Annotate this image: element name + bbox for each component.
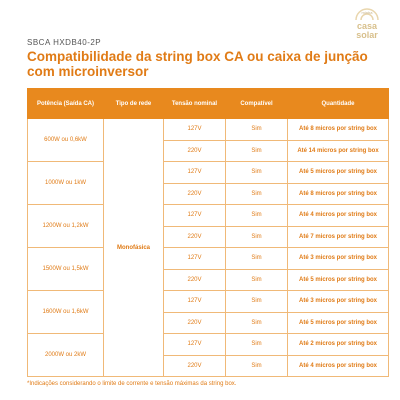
compatible-cell: Sim — [225, 311, 288, 334]
compatible-cell: Sim — [225, 118, 288, 141]
voltage-cell: 220V — [163, 354, 226, 377]
column-header: Tensão nominal — [163, 88, 226, 119]
table-row: 1500W ou 1,5kW 127V Sim Até 3 micros por st… — [27, 247, 389, 291]
logo-line2: solar — [356, 30, 378, 40]
quantity-cell: Até 4 micros por string box — [287, 354, 389, 377]
voltage-cell: 127V — [163, 118, 226, 141]
column-header: Potência (Saída CA) — [27, 88, 104, 119]
voltage-cell: 127V — [163, 333, 226, 356]
table-row: 2000W ou 2kW 127V Sim Até 2 micros por stri… — [27, 333, 389, 377]
power-cell: 1500W ou 1,5kW — [27, 247, 104, 291]
header-row: Potência (Saída CA) Tipo de rede Tensão no… — [27, 88, 389, 119]
quantity-cell: Até 4 micros por string box — [287, 204, 389, 227]
compatible-cell: Sim — [225, 225, 288, 248]
logo-small: minha — [362, 10, 374, 15]
quantity-cell: Até 7 micros por string box — [287, 225, 389, 248]
power-cell: 1000W ou 1kW — [27, 161, 104, 205]
table-row: 1200W ou 1,2kW 127V Sim Até 4 micros por st… — [27, 204, 389, 248]
voltage-cell: 220V — [163, 268, 226, 291]
compatible-cell: Sim — [225, 354, 288, 377]
title: Compatibilidade da string box CA ou caix… — [27, 49, 368, 79]
quantity-cell: Até 3 micros por string box — [287, 247, 389, 270]
quantity-cell: Até 8 micros por string box — [287, 182, 389, 205]
power-cell: 1200W ou 1,2kW — [27, 204, 104, 248]
voltage-cell: 127V — [163, 161, 226, 184]
compatible-cell: Sim — [225, 182, 288, 205]
table-row: 220V Sim Até 14 micros por string box — [28, 139, 389, 162]
voltage-cell: 220V — [163, 225, 226, 248]
table-row: 220V Sim Até 5 micros por string box — [28, 311, 389, 334]
quantity-cell: Até 8 micros por string box — [287, 118, 389, 141]
compatible-cell: Sim — [225, 333, 288, 356]
compatible-cell: Sim — [225, 139, 288, 162]
voltage-cell: 127V — [163, 204, 226, 227]
table-row: 1600W ou 1,6kW 127V Sim Até 3 micros por st… — [27, 290, 389, 334]
compat-table: Potência (Saída CA) Tipo de rede Tensão no… — [27, 88, 389, 377]
compatible-cell: Sim — [225, 268, 288, 291]
quantity-cell: Até 14 micros por string box — [287, 139, 389, 162]
power-cell: 1600W ou 1,6kW — [27, 290, 104, 334]
compatible-cell: Sim — [225, 290, 288, 313]
column-header: Quantidade — [287, 88, 389, 119]
voltage-cell: 127V — [163, 247, 226, 270]
quantity-cell: Até 5 micros por string box — [287, 268, 389, 291]
network-cell: Monofásica — [103, 118, 164, 377]
voltage-cell: 127V — [163, 290, 226, 313]
quantity-cell: Até 5 micros por string box — [287, 161, 389, 184]
compatible-cell: Sim — [225, 247, 288, 270]
column-header: Tipo de rede — [103, 88, 164, 119]
power-cell: 2000W ou 2kW — [27, 333, 104, 377]
table-row: 220V Sim Até 4 micros por string box — [28, 354, 389, 377]
column-header: Compatível — [225, 88, 288, 119]
voltage-cell: 220V — [163, 139, 226, 162]
voltage-cell: 220V — [163, 182, 226, 205]
table-row: 600W ou 0,6kW Monofásica 127V Sim Até 8 micr… — [27, 118, 389, 377]
product-code: SBCA HXDB40-2P — [27, 38, 102, 47]
power-cell: 600W ou 0,6kW — [27, 118, 104, 162]
quantity-cell: Até 2 micros por string box — [287, 333, 389, 356]
quantity-cell: Até 3 micros por string box — [287, 290, 389, 313]
compatible-cell: Sim — [225, 161, 288, 184]
table-row: 1000W ou 1kW 127V Sim Até 5 micros por stri… — [27, 161, 389, 205]
voltage-cell: 220V — [163, 311, 226, 334]
logo: minha casa solar — [355, 8, 379, 40]
footnote: *Indicações considerando o limite de cor… — [27, 381, 237, 387]
quantity-cell: Até 5 micros por string box — [287, 311, 389, 334]
logo-line1: casa — [357, 21, 378, 31]
compatible-cell: Sim — [225, 204, 288, 227]
